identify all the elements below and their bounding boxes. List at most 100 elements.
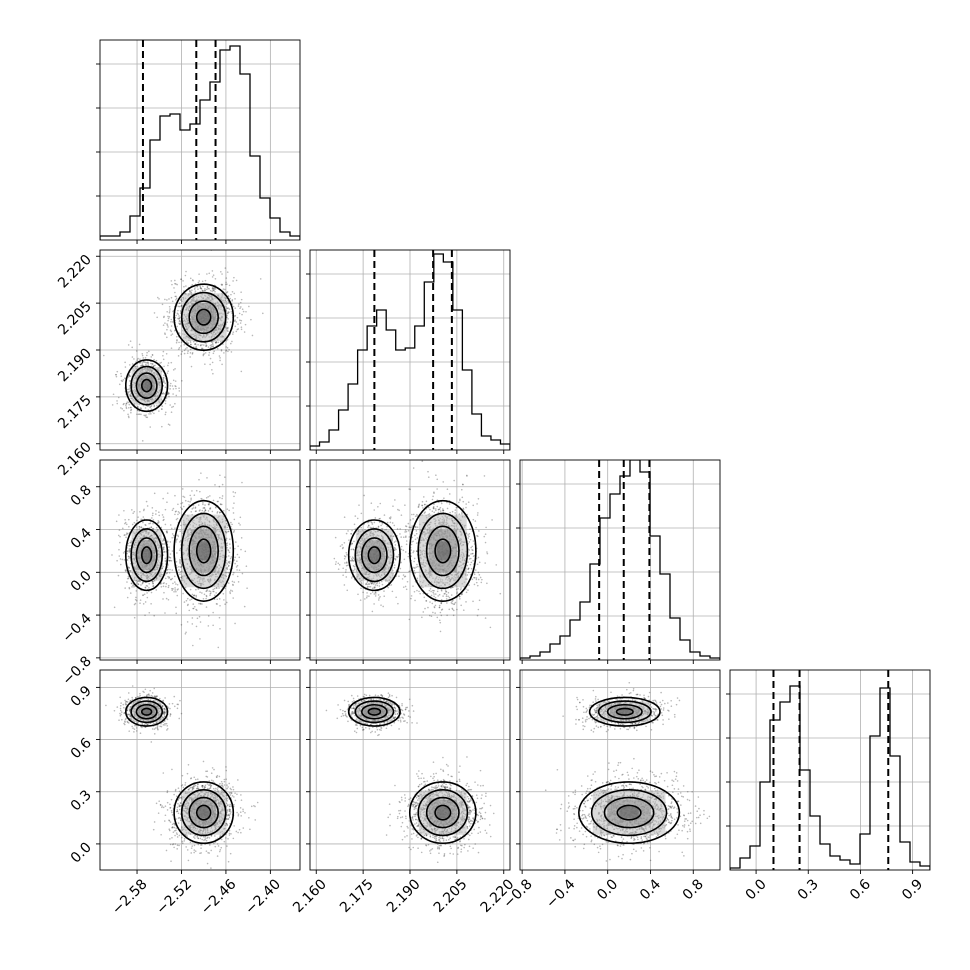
sample-point xyxy=(166,501,168,503)
density-contour xyxy=(188,525,219,577)
sample-point xyxy=(167,584,170,587)
sample-point xyxy=(370,582,373,585)
sample-point xyxy=(140,526,143,529)
sample-point xyxy=(171,509,174,511)
sample-point xyxy=(205,288,208,291)
sample-point xyxy=(192,279,194,282)
sample-point xyxy=(168,310,171,312)
sample-point xyxy=(369,592,372,595)
sample-point xyxy=(436,616,439,619)
density-contour xyxy=(195,308,212,326)
sample-point xyxy=(178,549,181,551)
sample-point xyxy=(201,280,204,283)
sample-point xyxy=(152,519,155,521)
sample-point xyxy=(193,594,196,597)
sample-point xyxy=(174,295,177,298)
sample-point xyxy=(231,290,234,293)
sample-point xyxy=(118,555,121,557)
sample-point xyxy=(142,360,145,363)
sample-point xyxy=(127,566,130,568)
sample-point xyxy=(183,352,186,355)
sample-point xyxy=(128,587,131,590)
sample-point xyxy=(410,549,412,551)
sample-point xyxy=(238,522,240,525)
sample-point xyxy=(245,565,248,568)
sample-point xyxy=(409,488,411,491)
sample-point xyxy=(212,624,214,627)
sample-point xyxy=(180,507,183,510)
sample-point xyxy=(129,393,132,396)
sample-point xyxy=(127,376,130,378)
sample-point xyxy=(199,285,202,287)
sample-point xyxy=(219,503,222,505)
sample-point xyxy=(202,285,204,288)
sample-point xyxy=(164,560,167,562)
sample-point xyxy=(164,386,167,389)
sample-point xyxy=(225,522,228,525)
sample-point xyxy=(129,592,132,594)
sample-point xyxy=(171,587,173,590)
sample-point xyxy=(236,569,238,571)
sample-point xyxy=(240,537,243,539)
sample-point xyxy=(182,495,184,498)
sample-point xyxy=(451,607,454,610)
sample-point xyxy=(211,289,214,291)
sample-point xyxy=(152,580,154,583)
sample-point xyxy=(192,507,195,509)
sample-point xyxy=(168,556,170,558)
sample-point xyxy=(199,591,201,593)
sample-point xyxy=(228,509,230,512)
sample-point xyxy=(220,349,223,352)
sample-points xyxy=(102,250,264,442)
sample-point xyxy=(178,569,180,571)
sample-point xyxy=(241,313,243,316)
sample-point xyxy=(136,359,139,361)
sample-point xyxy=(183,349,186,352)
sample-point xyxy=(456,591,458,593)
sample-point xyxy=(176,538,178,540)
sample-point xyxy=(226,307,228,310)
sample-point xyxy=(231,590,234,592)
sample-point xyxy=(170,280,173,282)
sample-point xyxy=(164,523,167,526)
sample-point xyxy=(460,587,462,589)
sample-point xyxy=(236,553,239,556)
sample-point xyxy=(174,385,176,387)
sample-point xyxy=(232,491,235,493)
sample-point xyxy=(486,582,488,585)
sample-point xyxy=(215,341,217,343)
sample-point xyxy=(151,354,154,356)
sample-point xyxy=(128,555,130,558)
sample-point xyxy=(239,516,242,519)
sample-point xyxy=(152,585,154,588)
sample-point xyxy=(126,577,129,580)
sample-point xyxy=(238,569,241,571)
sample-point xyxy=(146,596,149,599)
sample-point xyxy=(199,287,202,289)
sample-point xyxy=(366,595,368,597)
sample-point xyxy=(232,280,234,282)
sample-point xyxy=(470,561,473,564)
sample-point xyxy=(172,393,174,395)
sample-point xyxy=(205,597,207,600)
sample-point xyxy=(173,287,175,289)
sample-point xyxy=(366,581,369,583)
sample-point xyxy=(389,521,392,524)
sample-point xyxy=(177,305,180,308)
sample-point xyxy=(167,586,170,589)
sample-point xyxy=(126,550,129,553)
sample-point xyxy=(211,510,214,513)
sample-point xyxy=(124,377,126,379)
sample-point xyxy=(225,301,227,303)
sample-point xyxy=(148,611,151,614)
sample-point xyxy=(237,581,240,583)
sample-point xyxy=(237,323,239,325)
sample-point xyxy=(123,409,125,412)
sample-point xyxy=(116,370,119,373)
sample-point xyxy=(170,559,173,562)
sample-point xyxy=(172,534,175,537)
sample-point xyxy=(226,283,228,285)
sample-point xyxy=(165,530,168,533)
sample-point xyxy=(166,336,168,339)
